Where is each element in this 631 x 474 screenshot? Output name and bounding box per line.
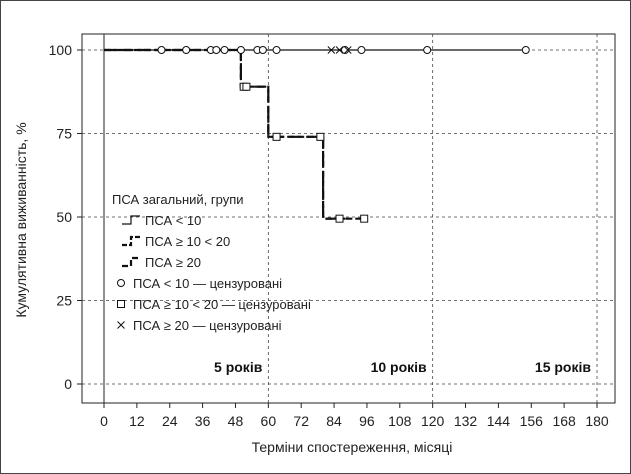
series-line bbox=[104, 48, 345, 220]
reference-label: 5 років bbox=[214, 359, 263, 375]
censor-marker bbox=[360, 214, 369, 223]
x-tick-label: 132 bbox=[454, 413, 478, 429]
censor-marker bbox=[357, 46, 366, 54]
x-tick-label: 156 bbox=[520, 413, 544, 429]
censor-marker bbox=[343, 46, 352, 54]
legend-entry: ПСА ≥ 10 < 20 bbox=[145, 234, 230, 249]
legend: ПСА загальний, групи ПСА < 10 ПСА ≥ 10 < 2… bbox=[112, 192, 311, 333]
reference-label: 10 років bbox=[371, 359, 427, 375]
x-tick-label: 108 bbox=[388, 413, 412, 429]
legend-entry: ПСА ≥ 20 — цензуровані bbox=[133, 318, 282, 333]
x-tick-label: 12 bbox=[129, 413, 145, 429]
x-tick-label: 24 bbox=[162, 413, 178, 429]
x-tick-label: 168 bbox=[552, 413, 576, 429]
censor-marker bbox=[272, 46, 281, 54]
legend-line-sample bbox=[122, 256, 140, 268]
y-axis-title: Кумулятивна виживанність, % bbox=[13, 122, 29, 317]
x-tick-label: 72 bbox=[293, 413, 309, 429]
x-tick-label: 84 bbox=[326, 413, 342, 429]
censor-marker bbox=[236, 46, 245, 54]
censor-marker bbox=[212, 46, 221, 54]
x-tick-label: 48 bbox=[228, 413, 244, 429]
censor-marker bbox=[258, 46, 267, 54]
legend-entry: ПСА < 10 bbox=[145, 213, 201, 228]
plot-area bbox=[81, 33, 616, 404]
legend-marker-sample bbox=[117, 279, 125, 287]
censor-marker bbox=[316, 132, 325, 141]
tick-labels: 0 12 24 36 48 60 72 84 96 108 120 132 144 156 168 180 0 2… bbox=[49, 42, 609, 429]
censor-marker bbox=[157, 46, 166, 54]
y-tick-label: 75 bbox=[56, 126, 72, 142]
censor-markers bbox=[157, 46, 530, 223]
x-tick-label: 36 bbox=[195, 413, 211, 429]
legend-entry: ПСА ≥ 10 < 20 — цензуровані bbox=[133, 297, 311, 312]
censor-marker bbox=[521, 46, 530, 54]
x-tick-label: 120 bbox=[421, 413, 445, 429]
reference-lines: 5 років 10 років 15 років bbox=[214, 34, 598, 403]
legend-line-sample bbox=[122, 215, 140, 225]
x-tick-label: 144 bbox=[487, 413, 511, 429]
censor-marker bbox=[327, 46, 336, 54]
legend-line-sample bbox=[122, 235, 140, 247]
censor-marker bbox=[220, 46, 229, 54]
x-tick-label: 60 bbox=[261, 413, 277, 429]
censor-marker bbox=[335, 214, 344, 223]
censor-marker bbox=[272, 132, 281, 141]
reference-label: 15 років bbox=[535, 359, 591, 375]
censor-marker bbox=[423, 46, 432, 54]
y-tick-label: 25 bbox=[56, 293, 72, 309]
series-layer bbox=[104, 48, 526, 220]
legend-entry: ПСА < 10 — цензуровані bbox=[133, 276, 282, 291]
censor-marker bbox=[341, 46, 350, 54]
legend-marker-sample bbox=[117, 321, 125, 329]
legend-title: ПСА загальний, групи bbox=[112, 192, 244, 207]
y-tick-label: 100 bbox=[49, 42, 73, 58]
legend-entry: ПСА ≥ 20 bbox=[145, 255, 201, 270]
x-tick-label: 0 bbox=[100, 413, 108, 429]
censor-marker bbox=[182, 46, 191, 54]
legend-marker-sample bbox=[117, 300, 125, 308]
y-tick-label: 0 bbox=[64, 376, 72, 392]
x-tick-label: 180 bbox=[585, 413, 609, 429]
censor-marker bbox=[242, 82, 251, 91]
y-tick-label: 50 bbox=[56, 209, 72, 225]
x-axis-title: Терміни спостереження, місяці bbox=[252, 439, 453, 455]
x-tick-label: 96 bbox=[359, 413, 375, 429]
censor-marker bbox=[335, 46, 344, 54]
